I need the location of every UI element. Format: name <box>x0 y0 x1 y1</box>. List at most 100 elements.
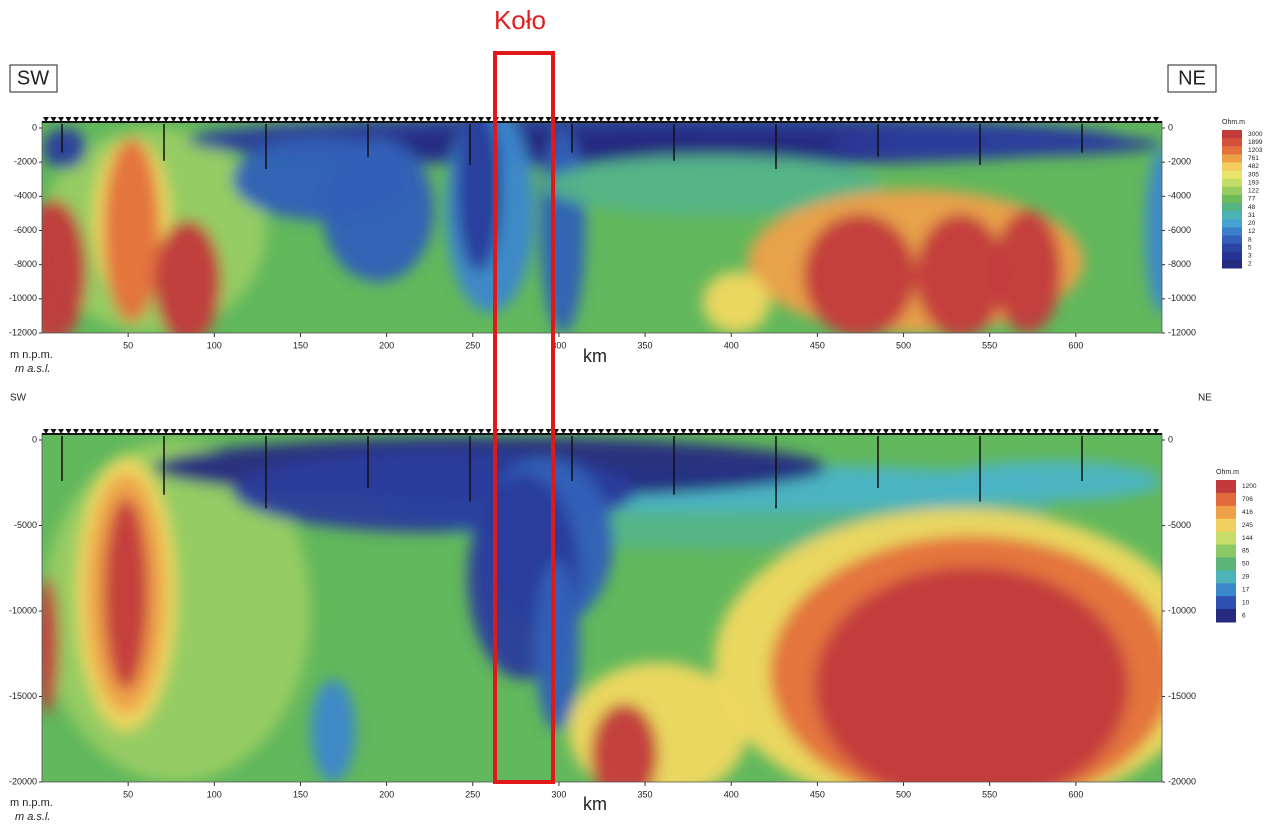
station <box>568 429 574 434</box>
station <box>838 117 844 122</box>
station <box>433 429 439 434</box>
station <box>455 117 462 122</box>
station <box>568 117 574 122</box>
field-blob <box>803 214 916 333</box>
x-tick-label: 200 <box>379 789 394 799</box>
y-axis-title: m n.p.m. <box>10 349 53 361</box>
station <box>440 117 447 122</box>
section-field <box>42 122 1162 333</box>
y-tick-label-right: -5000 <box>1168 520 1191 530</box>
colorbar-swatch <box>1222 227 1242 237</box>
colorbar-swatch <box>1222 219 1242 228</box>
station <box>973 429 979 434</box>
station <box>628 117 634 122</box>
station <box>320 429 327 434</box>
station <box>613 429 619 434</box>
x-tick-label: 600 <box>1068 340 1083 350</box>
colorbar-swatch <box>1222 235 1242 245</box>
station <box>200 117 207 122</box>
field-blob <box>103 138 160 323</box>
station <box>73 117 79 122</box>
station <box>1145 117 1152 122</box>
station <box>163 117 169 122</box>
field-blobs <box>42 436 1162 782</box>
colorbar-label: 29 <box>1242 574 1250 581</box>
station <box>950 429 957 434</box>
station <box>1003 429 1009 434</box>
station <box>245 117 252 122</box>
station <box>943 429 949 434</box>
station <box>800 429 807 434</box>
station <box>343 117 349 122</box>
station <box>875 117 882 122</box>
station <box>103 429 109 434</box>
station <box>560 429 567 434</box>
y-tick-label-right: 0 <box>1168 434 1173 444</box>
station <box>1100 429 1107 434</box>
y-tick-label: -5000 <box>14 520 37 530</box>
y-tick-label: -2000 <box>14 157 37 167</box>
label-box <box>9 64 58 93</box>
x-tick-label: 100 <box>207 789 222 799</box>
station <box>688 429 694 434</box>
colorbar-swatch <box>1222 130 1242 139</box>
station <box>725 117 732 122</box>
colorbar-label: 305 <box>1248 171 1259 178</box>
station <box>1010 429 1017 434</box>
station <box>1100 117 1107 122</box>
station <box>238 429 244 434</box>
colorbar-swatch <box>1222 203 1242 212</box>
station <box>245 429 252 434</box>
station <box>320 117 327 122</box>
colorbar-swatch <box>1222 186 1242 196</box>
colorbar-label: 482 <box>1248 163 1259 170</box>
colorbar-label: 706 <box>1242 496 1253 503</box>
station <box>845 117 852 122</box>
station <box>335 117 342 122</box>
x-tick-label: 400 <box>724 789 739 799</box>
station <box>155 117 162 122</box>
station <box>440 429 447 434</box>
station <box>650 117 657 122</box>
field-blob <box>456 122 502 272</box>
colorbar-swatch <box>1216 505 1236 520</box>
station <box>590 429 597 434</box>
station <box>373 117 379 122</box>
colorbar-swatch <box>1222 259 1242 269</box>
y-tick-label: -15000 <box>9 691 37 701</box>
station <box>485 429 492 434</box>
station <box>298 429 304 434</box>
field-blob <box>534 559 580 731</box>
station <box>755 117 762 122</box>
colorbar-swatch <box>1216 557 1236 571</box>
direction-label: NE <box>1198 393 1212 404</box>
station <box>958 429 964 434</box>
station <box>58 429 64 434</box>
station <box>838 429 844 434</box>
station <box>1123 429 1129 434</box>
direction-label: NE <box>1178 67 1206 89</box>
station <box>673 117 679 122</box>
station <box>763 429 769 434</box>
station <box>1055 117 1062 122</box>
station <box>185 429 192 434</box>
colorbar-label: 10 <box>1242 599 1250 606</box>
station <box>665 117 672 122</box>
station <box>1153 429 1159 434</box>
colorbar-swatch <box>1222 170 1242 180</box>
x-tick-label: 400 <box>724 340 739 350</box>
station <box>890 117 897 122</box>
colorbar-title: Ohm.m <box>1222 119 1245 126</box>
station <box>365 429 372 434</box>
station <box>643 429 649 434</box>
y-tick-label: -10000 <box>9 293 37 303</box>
colorbar-swatch <box>1222 211 1242 220</box>
station <box>928 117 934 122</box>
station <box>88 117 94 122</box>
y-tick-label-right: 0 <box>1168 122 1173 132</box>
station <box>628 429 634 434</box>
x-tick-label: 50 <box>123 789 133 799</box>
station <box>763 117 769 122</box>
station <box>523 117 529 122</box>
